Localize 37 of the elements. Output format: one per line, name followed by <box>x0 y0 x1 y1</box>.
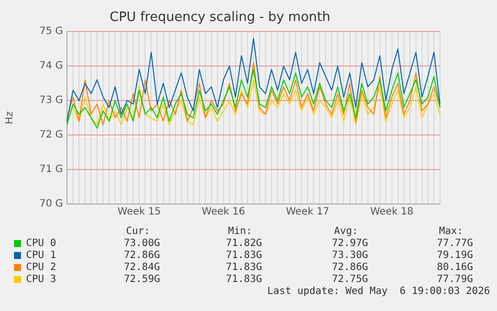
text: 77.79G <box>436 274 473 285</box>
x-tick-label: Week 16 <box>202 206 246 218</box>
text: 71.83G <box>224 262 262 273</box>
text: 72.84G <box>122 262 160 273</box>
text: 71.83G <box>224 274 262 285</box>
y-tick-label: 71 G <box>39 164 63 176</box>
text: 80.16G <box>436 262 473 273</box>
text: 72.86G <box>122 250 160 261</box>
y-tick-label: 75 G <box>39 26 63 38</box>
text: Min: <box>228 226 252 238</box>
text: Max: <box>439 226 464 238</box>
text: 79.19G <box>436 250 473 261</box>
text: Cur: <box>126 226 150 238</box>
y-tick-label: 70 G <box>39 198 63 210</box>
text: 72.75G <box>330 274 368 285</box>
text: 71.83G <box>224 250 262 261</box>
legend-label: CPU 2 <box>26 262 56 274</box>
text: 71.82G <box>224 238 262 249</box>
y-tick-label: 74 G <box>39 60 63 72</box>
text: 73.00G <box>122 238 160 249</box>
text: Last update: Wed May 6 19:00:03 2026 <box>266 286 490 298</box>
y-tick-label: 72 G <box>39 130 63 141</box>
y-tick-label: 73 G <box>39 95 63 106</box>
x-tick-label: Week 15 <box>118 206 161 218</box>
x-tick-label: Week 17 <box>286 206 330 218</box>
text: 77.77G <box>436 238 473 249</box>
legend-label: CPU 0 <box>26 238 56 250</box>
text: Avg: <box>334 226 358 238</box>
text: 72.59G <box>122 274 160 285</box>
chart-title: CPU frequency scaling - by month <box>110 10 330 26</box>
x-tick-label: Week 18 <box>370 206 414 218</box>
text: 72.97G <box>330 238 368 249</box>
text: 72.86G <box>330 262 368 273</box>
text: 73.30G <box>330 250 368 261</box>
y-axis-title: Hz <box>4 111 16 124</box>
legend-label: CPU 1 <box>26 250 56 262</box>
legend-label: CPU 3 <box>26 274 56 286</box>
